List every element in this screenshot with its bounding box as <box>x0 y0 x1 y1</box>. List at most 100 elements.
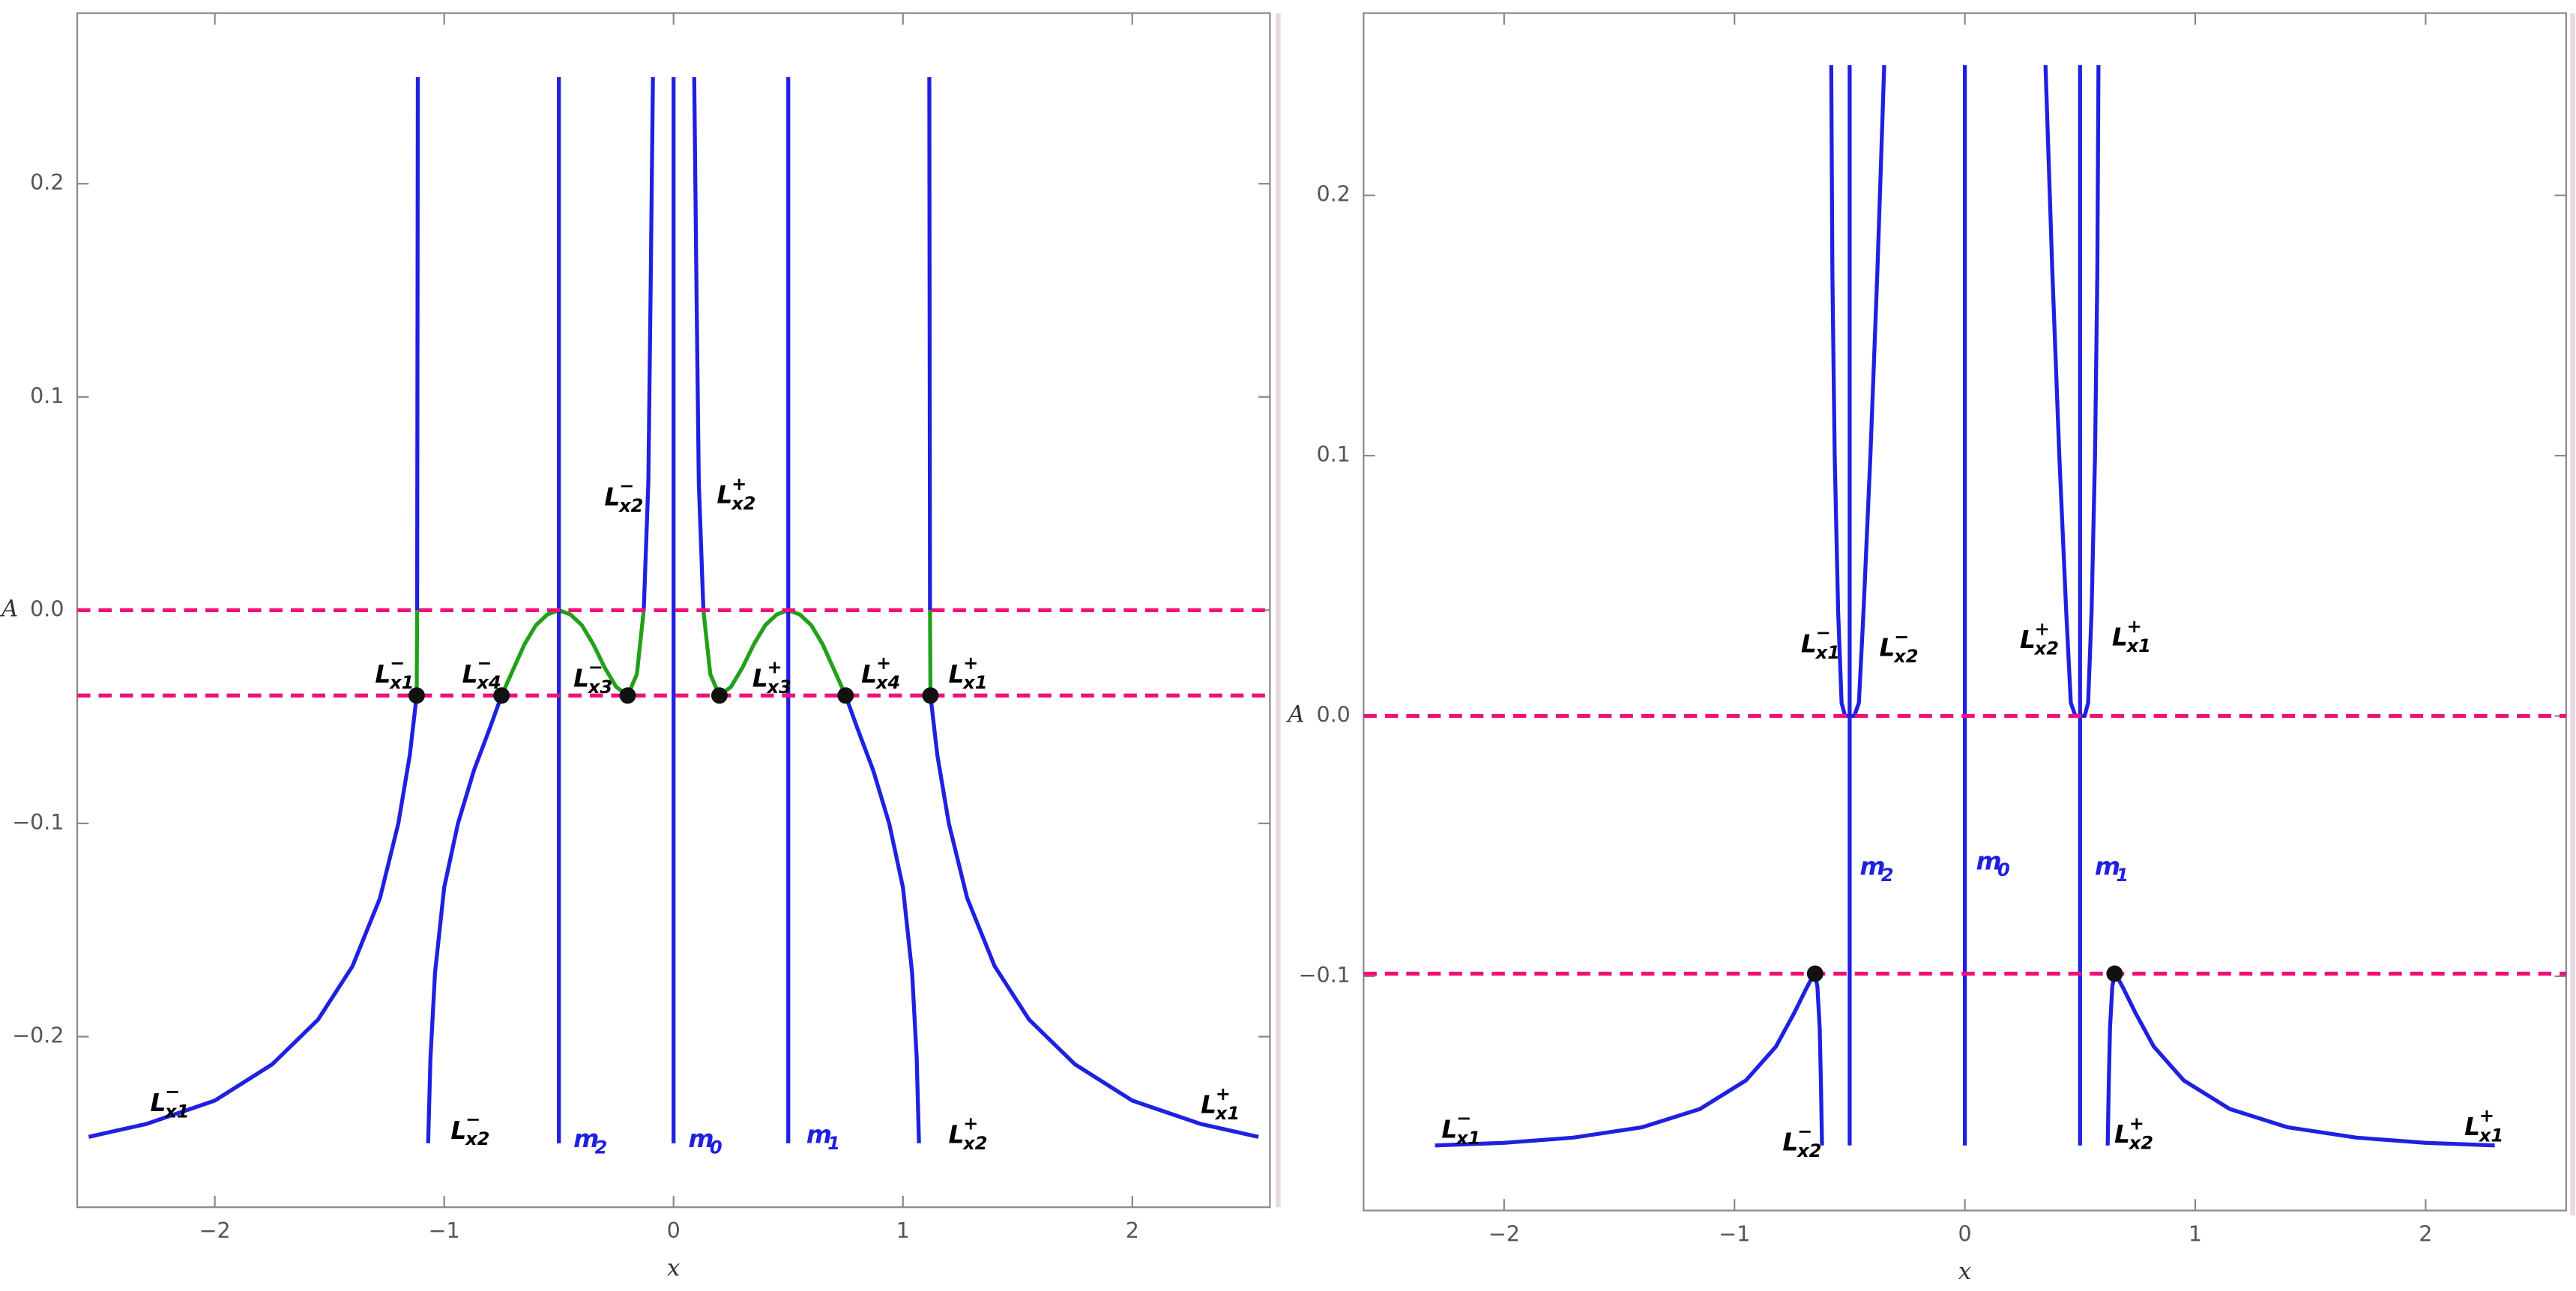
x-tick-label: 2 <box>1126 1218 1139 1243</box>
annotation: L <box>2020 625 2036 654</box>
y-tick-label: −0.1 <box>12 810 64 835</box>
x-tick-label: 2 <box>2419 1221 2432 1246</box>
x-tick-label: −1 <box>1719 1221 1750 1246</box>
x-tick-label: −2 <box>1488 1221 1520 1246</box>
point <box>711 687 728 704</box>
x-tick-label: 1 <box>896 1218 910 1243</box>
annotation: L <box>717 480 732 510</box>
x-tick-label: 1 <box>2189 1221 2202 1246</box>
annotation-sub: 2 <box>595 1137 608 1158</box>
annotation: L <box>375 659 390 689</box>
annotation: m <box>806 1119 832 1149</box>
annotation-sup: − <box>588 657 603 678</box>
annotation-sub: x1 <box>164 1101 189 1122</box>
annotation: L <box>450 1116 466 1145</box>
annotation-sup: − <box>619 476 634 497</box>
annotation: L <box>948 1119 964 1149</box>
point <box>493 687 510 704</box>
annotation: L <box>1801 629 1817 658</box>
annotation: L <box>150 1088 166 1117</box>
annotation: m <box>573 1124 599 1153</box>
y-axis-label: A <box>1285 702 1304 728</box>
point <box>2106 965 2123 982</box>
point <box>619 687 636 704</box>
x-tick-label: −2 <box>199 1218 231 1243</box>
annotation-sub: x1 <box>1215 1103 1240 1124</box>
x-axis-label: x <box>1958 1259 1971 1285</box>
annotation-sup: − <box>1816 623 1831 644</box>
point <box>837 687 854 704</box>
annotation-sub: x3 <box>588 677 612 698</box>
x-tick-label: −1 <box>429 1218 460 1243</box>
annotation-sub: x2 <box>1797 1140 1821 1161</box>
curve <box>426 695 504 1143</box>
annotation-sup: − <box>165 1081 180 1102</box>
annotation-sup: + <box>1216 1083 1231 1104</box>
annotation: L <box>604 483 620 512</box>
annotation: L <box>1201 1090 1216 1119</box>
annotation-sub: x1 <box>389 672 414 693</box>
annotation-sup: + <box>2479 1105 2494 1126</box>
y-tick-label: −0.1 <box>1299 963 1351 988</box>
annotation-sub: x1 <box>1456 1128 1480 1149</box>
annotation-sub: x4 <box>875 672 900 693</box>
annotation: m <box>2095 851 2120 880</box>
curve <box>499 608 646 698</box>
annotation-sup: − <box>477 653 492 674</box>
annotation-sup: − <box>1894 626 1909 647</box>
point <box>1806 965 1824 982</box>
annotation-sub: x1 <box>2126 635 2151 656</box>
curve <box>1435 971 1824 1148</box>
annotation-sub: x2 <box>618 495 643 516</box>
annotation: L <box>1782 1128 1798 1157</box>
annotation-sub: x1 <box>962 672 987 693</box>
annotation-sub: x2 <box>1893 646 1918 667</box>
annotation: m <box>1976 846 2002 875</box>
y-tick-label: −0.2 <box>12 1024 64 1048</box>
annotation-sup: + <box>963 1113 978 1134</box>
curve <box>88 695 419 1139</box>
annotation-sub: 2 <box>1881 865 1894 886</box>
annotation-sup: + <box>2035 618 2050 639</box>
annotation-sub: 0 <box>1997 859 2010 880</box>
curve <box>928 695 1259 1139</box>
curve <box>928 610 933 696</box>
annotation-sup: + <box>963 653 978 674</box>
annotation-sub: 0 <box>710 1137 723 1158</box>
annotation-sub: x2 <box>2034 638 2059 659</box>
y-axis-label: A <box>0 596 18 622</box>
point <box>408 687 425 704</box>
annotation: L <box>2112 623 2128 652</box>
annotation-sup: + <box>2129 1113 2144 1134</box>
annotation: L <box>752 663 768 692</box>
point <box>922 687 939 704</box>
annotation: L <box>948 659 964 689</box>
annotation: m <box>688 1124 714 1153</box>
y-tick-label: 0.1 <box>1316 442 1350 467</box>
annotation: L <box>1879 633 1895 662</box>
annotation: L <box>861 659 877 689</box>
curve <box>642 76 655 611</box>
y-tick-label: 0.0 <box>30 596 64 621</box>
curve <box>2105 971 2495 1148</box>
x-tick-label: 0 <box>667 1218 681 1243</box>
y-tick-label: 0.2 <box>30 170 64 195</box>
annotation-sub: x2 <box>731 493 755 514</box>
curve <box>2043 64 2101 719</box>
annotation-sub: 1 <box>827 1133 840 1154</box>
annotation-sup: − <box>465 1109 480 1130</box>
annotation-sup: + <box>876 653 891 674</box>
annotation-sub: x3 <box>767 677 791 698</box>
annotation: m <box>1859 851 1885 880</box>
y-tick-label: 0.1 <box>30 384 64 408</box>
annotation: L <box>2464 1112 2480 1141</box>
annotation: L <box>1441 1114 1457 1143</box>
annotation: L <box>573 663 589 692</box>
curve <box>927 76 932 611</box>
y-tick-label: 0.0 <box>1316 703 1350 728</box>
curve <box>843 695 921 1143</box>
annotation-sub: x1 <box>2479 1125 2503 1146</box>
